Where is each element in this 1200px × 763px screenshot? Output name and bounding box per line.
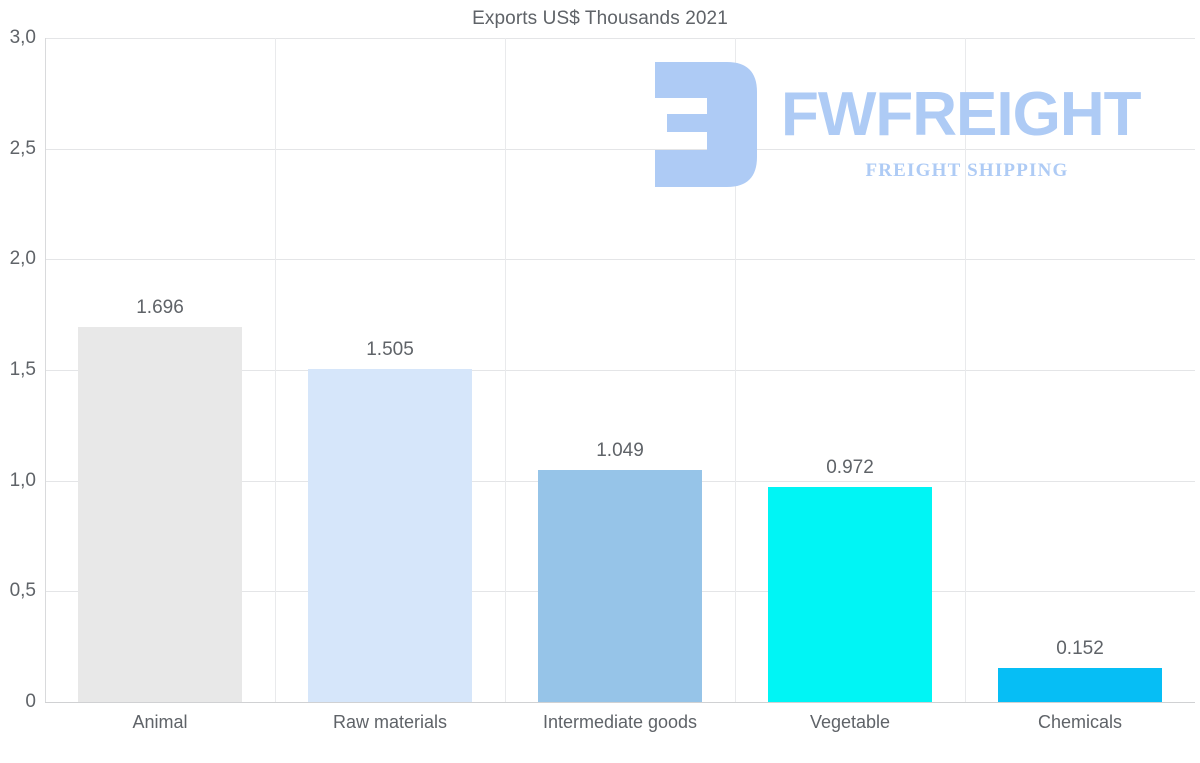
y-axis-tick-label: 0 <box>25 691 36 712</box>
bar-value-label: 0.972 <box>826 456 874 478</box>
gridline-vertical <box>275 38 276 702</box>
plot-area <box>45 38 1195 703</box>
x-axis-tick-label: Chemicals <box>1037 712 1123 732</box>
x-axis-line <box>45 702 1195 703</box>
chart-title: Exports US$ Thousands 2021 <box>472 8 728 29</box>
x-axis-tick-label: Vegetable <box>809 712 891 732</box>
y-axis-tick-label: 2,0 <box>9 248 36 270</box>
bar[interactable] <box>997 668 1163 702</box>
bar-value-label: 0.152 <box>1056 638 1104 660</box>
y-axis-tick-label: 0,5 <box>9 580 36 602</box>
bar[interactable] <box>307 368 473 702</box>
x-axis-tick-label: Intermediate goods <box>542 712 698 732</box>
bar[interactable] <box>767 486 933 702</box>
bar-value-label: 1.696 <box>136 296 184 318</box>
gridline-vertical <box>505 38 506 702</box>
bar[interactable] <box>537 469 703 702</box>
gridline-vertical <box>735 38 736 702</box>
y-axis-line <box>45 38 46 702</box>
x-axis-tick-label: Raw materials <box>332 712 448 732</box>
gridline-horizontal <box>45 148 1195 150</box>
bar-value-label: 1.505 <box>366 338 414 360</box>
bar[interactable] <box>77 326 243 702</box>
y-axis-tick-label: 1,0 <box>9 469 36 491</box>
y-axis-tick-label: 3,0 <box>9 27 36 48</box>
x-axis-tick-label: Animal <box>132 712 188 732</box>
gridline-vertical <box>965 38 966 702</box>
gridline-horizontal <box>45 370 1195 371</box>
y-axis-tick-label: 1,5 <box>9 359 36 380</box>
bar-value-label: 1.049 <box>596 439 644 461</box>
y-axis-tick-label: 2,5 <box>9 137 36 159</box>
gridline-horizontal <box>45 259 1195 261</box>
gridline-horizontal <box>45 38 1195 39</box>
